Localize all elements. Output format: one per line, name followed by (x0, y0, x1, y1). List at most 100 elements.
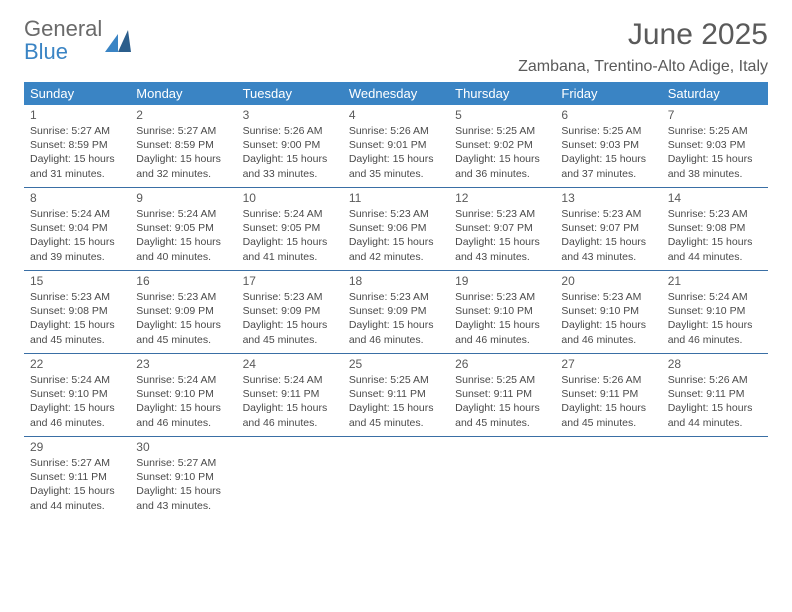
day-cell: 9Sunrise: 5:24 AMSunset: 9:05 PMDaylight… (130, 188, 236, 270)
day-number: 25 (349, 357, 443, 371)
sunrise-line: Sunrise: 5:24 AM (30, 207, 124, 221)
sunset-line: Sunset: 9:08 PM (668, 221, 762, 235)
calendar: SundayMondayTuesdayWednesdayThursdayFrid… (24, 82, 768, 519)
day-number: 12 (455, 191, 549, 205)
day-cell: 19Sunrise: 5:23 AMSunset: 9:10 PMDayligh… (449, 271, 555, 353)
sunrise-line: Sunrise: 5:25 AM (561, 124, 655, 138)
sunset-line: Sunset: 9:09 PM (349, 304, 443, 318)
daylight-line: Daylight: 15 hours and 45 minutes. (30, 318, 124, 346)
sunrise-line: Sunrise: 5:24 AM (136, 373, 230, 387)
day-header-monday: Monday (130, 82, 236, 105)
sunrise-line: Sunrise: 5:27 AM (30, 456, 124, 470)
daylight-line: Daylight: 15 hours and 39 minutes. (30, 235, 124, 263)
day-header-tuesday: Tuesday (237, 82, 343, 105)
day-number: 18 (349, 274, 443, 288)
sunset-line: Sunset: 8:59 PM (30, 138, 124, 152)
sunrise-line: Sunrise: 5:23 AM (561, 207, 655, 221)
daylight-line: Daylight: 15 hours and 35 minutes. (349, 152, 443, 180)
daylight-line: Daylight: 15 hours and 46 minutes. (668, 318, 762, 346)
day-cell: 10Sunrise: 5:24 AMSunset: 9:05 PMDayligh… (237, 188, 343, 270)
day-number: 10 (243, 191, 337, 205)
day-cell: 16Sunrise: 5:23 AMSunset: 9:09 PMDayligh… (130, 271, 236, 353)
sunset-line: Sunset: 9:06 PM (349, 221, 443, 235)
sunrise-line: Sunrise: 5:26 AM (349, 124, 443, 138)
sunrise-line: Sunrise: 5:24 AM (30, 373, 124, 387)
sunrise-line: Sunrise: 5:23 AM (561, 290, 655, 304)
logo: GeneralBlue (24, 18, 131, 64)
day-cell: 23Sunrise: 5:24 AMSunset: 9:10 PMDayligh… (130, 354, 236, 436)
day-number: 6 (561, 108, 655, 122)
location: Zambana, Trentino-Alto Adige, Italy (518, 58, 768, 76)
day-number: 30 (136, 440, 230, 454)
daylight-line: Daylight: 15 hours and 33 minutes. (243, 152, 337, 180)
sunrise-line: Sunrise: 5:24 AM (243, 373, 337, 387)
daylight-line: Daylight: 15 hours and 46 minutes. (30, 401, 124, 429)
day-header-saturday: Saturday (662, 82, 768, 105)
day-header-sunday: Sunday (24, 82, 130, 105)
day-number: 20 (561, 274, 655, 288)
day-number: 1 (30, 108, 124, 122)
day-cell: 5Sunrise: 5:25 AMSunset: 9:02 PMDaylight… (449, 105, 555, 187)
day-cell: 17Sunrise: 5:23 AMSunset: 9:09 PMDayligh… (237, 271, 343, 353)
week-row: 1Sunrise: 5:27 AMSunset: 8:59 PMDaylight… (24, 105, 768, 188)
sunrise-line: Sunrise: 5:25 AM (455, 124, 549, 138)
sunrise-line: Sunrise: 5:25 AM (349, 373, 443, 387)
sunset-line: Sunset: 9:01 PM (349, 138, 443, 152)
daylight-line: Daylight: 15 hours and 45 minutes. (136, 318, 230, 346)
sunrise-line: Sunrise: 5:23 AM (455, 207, 549, 221)
sunset-line: Sunset: 9:08 PM (30, 304, 124, 318)
sunset-line: Sunset: 9:11 PM (561, 387, 655, 401)
sunrise-line: Sunrise: 5:26 AM (668, 373, 762, 387)
sunset-line: Sunset: 9:07 PM (455, 221, 549, 235)
sunrise-line: Sunrise: 5:23 AM (455, 290, 549, 304)
day-number: 17 (243, 274, 337, 288)
sunset-line: Sunset: 9:05 PM (243, 221, 337, 235)
sunrise-line: Sunrise: 5:23 AM (349, 290, 443, 304)
day-cell-empty (449, 437, 555, 519)
sunset-line: Sunset: 9:00 PM (243, 138, 337, 152)
daylight-line: Daylight: 15 hours and 31 minutes. (30, 152, 124, 180)
week-row: 22Sunrise: 5:24 AMSunset: 9:10 PMDayligh… (24, 354, 768, 437)
sunset-line: Sunset: 9:02 PM (455, 138, 549, 152)
sunset-line: Sunset: 9:11 PM (455, 387, 549, 401)
sunset-line: Sunset: 9:10 PM (136, 470, 230, 484)
sunset-line: Sunset: 9:11 PM (243, 387, 337, 401)
logo-text: GeneralBlue (24, 18, 102, 64)
day-header-row: SundayMondayTuesdayWednesdayThursdayFrid… (24, 82, 768, 105)
day-cell: 22Sunrise: 5:24 AMSunset: 9:10 PMDayligh… (24, 354, 130, 436)
day-number: 15 (30, 274, 124, 288)
daylight-line: Daylight: 15 hours and 44 minutes. (668, 401, 762, 429)
day-number: 11 (349, 191, 443, 205)
sunset-line: Sunset: 8:59 PM (136, 138, 230, 152)
sunset-line: Sunset: 9:04 PM (30, 221, 124, 235)
daylight-line: Daylight: 15 hours and 46 minutes. (136, 401, 230, 429)
header: GeneralBlue June 2025 Zambana, Trentino-… (24, 18, 768, 76)
day-number: 14 (668, 191, 762, 205)
day-number: 26 (455, 357, 549, 371)
sunrise-line: Sunrise: 5:26 AM (243, 124, 337, 138)
day-cell: 28Sunrise: 5:26 AMSunset: 9:11 PMDayligh… (662, 354, 768, 436)
day-number: 3 (243, 108, 337, 122)
sunset-line: Sunset: 9:10 PM (30, 387, 124, 401)
day-cell: 15Sunrise: 5:23 AMSunset: 9:08 PMDayligh… (24, 271, 130, 353)
day-number: 2 (136, 108, 230, 122)
sunrise-line: Sunrise: 5:24 AM (668, 290, 762, 304)
week-row: 29Sunrise: 5:27 AMSunset: 9:11 PMDayligh… (24, 437, 768, 519)
day-cell: 25Sunrise: 5:25 AMSunset: 9:11 PMDayligh… (343, 354, 449, 436)
daylight-line: Daylight: 15 hours and 44 minutes. (668, 235, 762, 263)
day-cell: 21Sunrise: 5:24 AMSunset: 9:10 PMDayligh… (662, 271, 768, 353)
daylight-line: Daylight: 15 hours and 43 minutes. (455, 235, 549, 263)
day-number: 9 (136, 191, 230, 205)
sunrise-line: Sunrise: 5:23 AM (668, 207, 762, 221)
day-cell: 14 Sunrise: 5:23 AMSunset: 9:08 PMDayligh… (662, 188, 768, 270)
day-number: 28 (668, 357, 762, 371)
sunset-line: Sunset: 9:07 PM (561, 221, 655, 235)
sunrise-line: Sunrise: 5:27 AM (136, 456, 230, 470)
daylight-line: Daylight: 15 hours and 45 minutes. (349, 401, 443, 429)
sunrise-line: Sunrise: 5:25 AM (455, 373, 549, 387)
day-number: 4 (349, 108, 443, 122)
day-cell-empty (662, 437, 768, 519)
day-cell: 24Sunrise: 5:24 AMSunset: 9:11 PMDayligh… (237, 354, 343, 436)
day-number: 7 (668, 108, 762, 122)
daylight-line: Daylight: 15 hours and 38 minutes. (668, 152, 762, 180)
